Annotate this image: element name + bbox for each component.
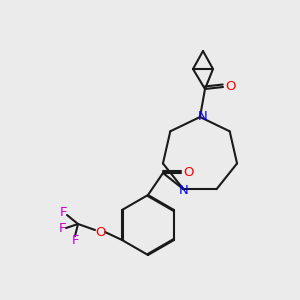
Text: N: N xyxy=(198,110,208,122)
Text: F: F xyxy=(71,233,79,247)
Text: N: N xyxy=(178,184,188,197)
Text: F: F xyxy=(59,206,67,218)
Text: O: O xyxy=(95,226,105,238)
Text: O: O xyxy=(226,80,236,94)
Text: F: F xyxy=(58,221,66,235)
Text: O: O xyxy=(184,167,194,179)
